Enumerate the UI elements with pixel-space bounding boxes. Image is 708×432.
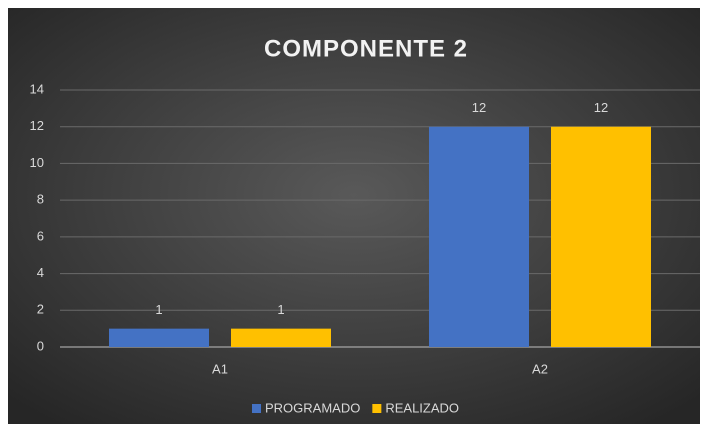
y-tick-label: 4 (37, 265, 44, 280)
data-label: 12 (594, 100, 608, 115)
y-tick-label: 12 (30, 118, 44, 133)
y-tick-label: 8 (37, 192, 44, 207)
legend-swatch (372, 404, 382, 413)
legend-label: REALIZADO (385, 400, 459, 415)
y-tick-label: 0 (37, 338, 44, 353)
y-tick-label: 10 (30, 155, 44, 170)
bar (429, 126, 529, 347)
bar (109, 328, 209, 347)
x-tick-label: A1 (212, 361, 228, 376)
bar (231, 328, 331, 347)
legend-swatch (252, 404, 261, 413)
bar (551, 126, 651, 347)
y-tick-label: 2 (37, 302, 44, 317)
y-tick-label: 6 (37, 228, 44, 243)
x-tick-label: A2 (532, 361, 548, 376)
chart-title: COMPONENTE 2 (264, 35, 468, 62)
data-label: 12 (472, 100, 486, 115)
y-tick-label: 14 (30, 81, 44, 96)
data-label: 1 (277, 302, 284, 317)
legend-label: PROGRAMADO (265, 400, 360, 415)
data-label: 1 (155, 302, 162, 317)
